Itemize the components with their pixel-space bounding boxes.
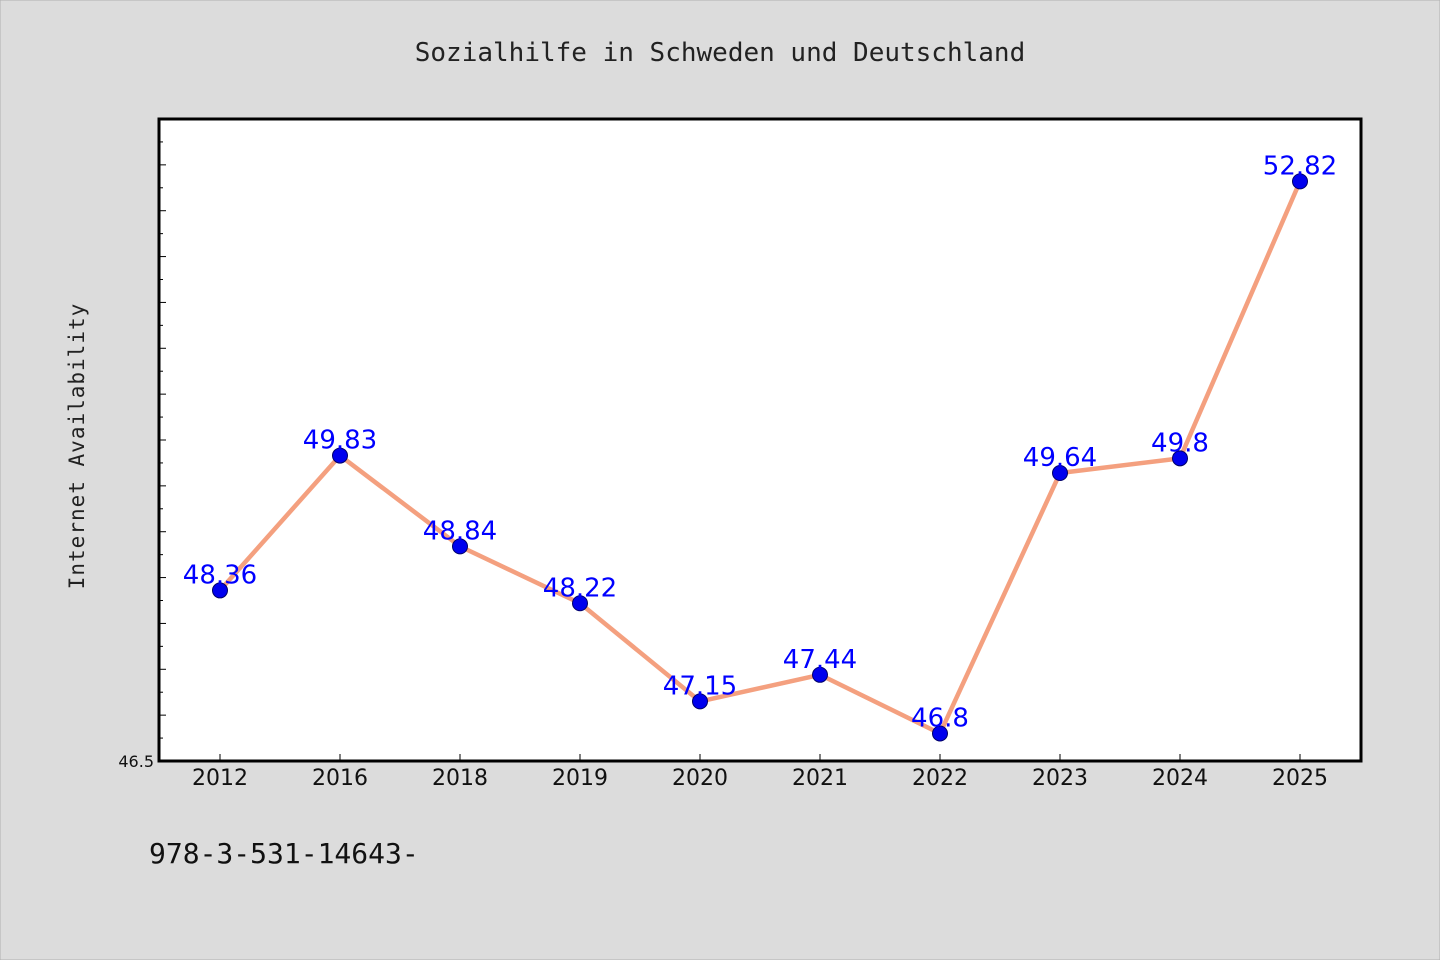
y-axis-label: Internet Availability <box>65 303 89 590</box>
data-point <box>692 693 708 710</box>
footnote-isbn: 978-3-531-14643- <box>149 837 419 870</box>
x-tick-label: 2016 <box>312 766 368 791</box>
data-point <box>812 666 828 683</box>
data-label: 48.84 <box>423 516 497 546</box>
data-label: 49.8 <box>1151 428 1209 458</box>
series-line-group <box>217 179 1303 736</box>
series-line <box>217 179 1303 736</box>
plot-area <box>159 119 1361 761</box>
data-labels: 48.36 49.83 48.84 48.22 47.15 47.44 46.8 49.64 4… <box>183 151 1337 733</box>
x-tick-label: 2021 <box>792 766 848 791</box>
data-markers <box>212 173 1308 742</box>
x-tick-label: 2025 <box>1272 766 1328 791</box>
data-label: 47.15 <box>663 671 737 701</box>
data-label: 49.83 <box>303 426 377 456</box>
x-axis-ticks: 2012 2016 2018 2019 2020 2021 2022 2023 2024 2025 <box>192 754 1328 791</box>
x-tick-label: 2022 <box>912 766 968 791</box>
x-tick-label: 2018 <box>432 766 488 791</box>
chart-title: Sozialhilfe in Schweden und Deutschland <box>415 38 1025 68</box>
y-axis-ticks: 46.5 <box>118 752 154 771</box>
data-label: 48.36 <box>183 560 257 590</box>
x-tick-label: 2023 <box>1032 766 1088 791</box>
x-tick-label: 2024 <box>1152 766 1208 791</box>
x-tick-label: 2019 <box>552 766 608 791</box>
x-tick-label: 2020 <box>672 766 728 791</box>
y-tick-label: 46.5 <box>118 752 154 771</box>
plot-frame <box>157 117 1363 763</box>
x-tick-label: 2012 <box>192 766 248 791</box>
data-point <box>1172 450 1188 467</box>
data-label: 52.82 <box>1263 151 1337 181</box>
data-point <box>1292 173 1308 190</box>
data-label: 48.22 <box>543 573 617 603</box>
data-label: 47.44 <box>783 645 857 675</box>
data-point <box>332 447 348 464</box>
data-label: 49.64 <box>1023 443 1097 473</box>
data-label: 46.8 <box>911 703 969 733</box>
data-point <box>212 582 228 599</box>
data-point <box>572 595 588 612</box>
data-point <box>452 538 468 555</box>
data-point <box>932 725 948 742</box>
data-point <box>1052 465 1068 482</box>
